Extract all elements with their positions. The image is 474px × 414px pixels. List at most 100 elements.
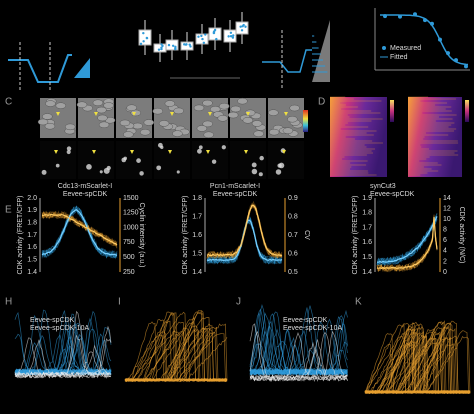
y2-tick-label: 0.8 [288,213,298,220]
arrowhead [170,112,174,116]
trace [41,205,118,259]
measured-dot [446,51,450,56]
measured-dot [413,12,417,17]
box-dot [239,25,242,28]
trace [14,310,112,379]
cell [97,114,108,122]
trace [376,217,438,273]
arrowhead [246,112,250,116]
y2-tick-label: 12 [443,205,451,212]
box-dot [145,36,149,40]
y-tick-label: 1.5 [27,257,37,264]
y2-tick-label: 0.7 [288,232,298,239]
cell [217,115,229,122]
schematic-line [8,54,72,83]
box-dot [197,35,200,38]
y-tick-label: 1.9 [27,207,37,214]
cell [158,120,170,127]
box-dot [160,46,163,49]
trace [14,344,112,379]
mean-trace [376,216,438,270]
y2-tick-label: 4 [443,248,447,255]
trace [41,210,118,246]
y-tick-label: 1.4 [27,269,37,276]
box-dot [244,25,247,28]
arrowhead [54,150,58,154]
cell [202,99,213,107]
plot-title: Pcn1-mScarlet-I [210,183,260,190]
nucleus [221,145,226,150]
cell [152,107,164,115]
nucleus [251,168,258,175]
cell [164,100,176,107]
nucleus [176,170,180,174]
trace [41,210,118,245]
cell [287,115,298,123]
box-dot [171,44,175,47]
y2-axis-label: Cyclin intensity (a.u.) [138,203,145,268]
cell [76,101,88,109]
box [180,41,194,51]
box-dot [157,48,161,51]
cell [227,111,239,119]
y-tick-label: 1.6 [362,239,372,246]
y-tick-label: 1.5 [362,254,372,261]
trace [124,333,228,382]
trace [376,214,438,273]
cell [42,113,53,120]
nucleus [41,169,47,175]
y-tick-label: 1.7 [362,224,372,231]
cell [44,122,56,130]
box [138,29,152,46]
measured-dot [430,21,434,26]
box-dot [227,35,230,38]
nucleus [157,142,163,148]
box-dot [201,37,204,41]
arrowhead [244,150,248,154]
cell [203,131,214,139]
cell [143,119,155,126]
fluorescence-image [78,141,114,179]
panel-label: J [236,297,241,308]
cell [96,106,107,114]
box-dot [240,29,244,32]
box-dot [142,40,145,43]
trace [41,211,118,249]
nucleus [198,145,203,150]
panel-label: D [318,97,325,108]
cell [103,102,114,109]
cell [230,105,241,113]
nucleus [156,165,162,171]
box-dot [174,47,177,51]
nucleus [99,170,103,174]
cell [253,130,264,137]
schematic-line [262,49,312,73]
cell [98,121,110,129]
mean-trace [206,204,283,257]
cell [45,100,56,107]
cell [119,119,131,127]
cell [126,104,137,112]
y-tick-label: 1.8 [192,195,202,202]
trace [41,206,118,259]
plot-legend: Eevee-spCDK [63,191,108,198]
arrowhead [92,150,96,154]
y2-tick-label: 0.6 [288,250,298,257]
box [165,39,179,51]
nucleus [66,146,72,151]
cell [268,109,279,116]
y-axis-label: CDK activity (FRET/CFP) [352,196,359,275]
box-dot [142,31,145,35]
wedge [312,20,330,82]
trace [41,211,118,246]
arrowhead [94,112,98,116]
y-tick-label: 1.7 [192,213,202,220]
cell [268,128,280,136]
y2-tick-label: 250 [123,269,135,276]
nucleus [278,162,285,169]
cell [242,117,254,124]
trace [206,216,283,265]
plot-legend: Eevee-spCDK [370,191,415,198]
arrowhead [282,150,286,154]
